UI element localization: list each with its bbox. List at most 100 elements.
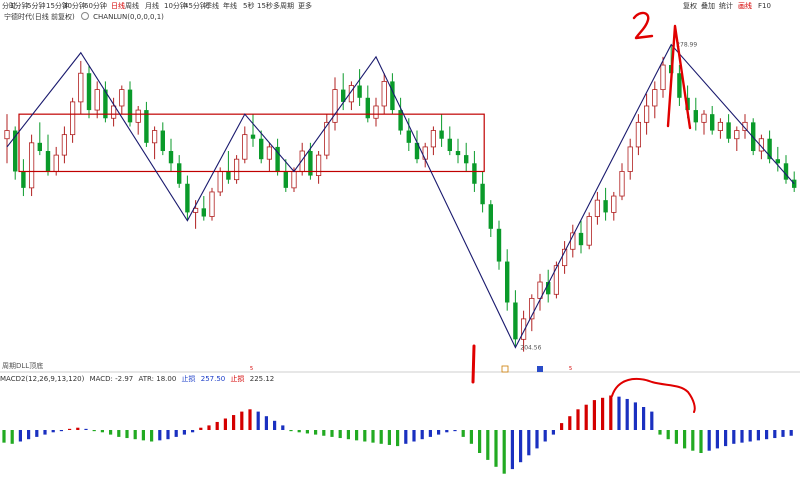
macd-bar-16 bbox=[133, 430, 137, 440]
macd-bar-56 bbox=[461, 430, 465, 437]
stop2-value: 225.12 bbox=[249, 375, 275, 383]
candle-body bbox=[217, 171, 223, 193]
macd-bar-69 bbox=[568, 416, 572, 430]
candle-body bbox=[332, 89, 338, 123]
candle-body bbox=[406, 130, 411, 143]
candle-body bbox=[94, 89, 100, 111]
period-tab-3[interactable]: 15分钟 bbox=[46, 2, 69, 10]
candle-body bbox=[135, 109, 141, 123]
candle-body bbox=[291, 171, 297, 189]
macd-bar-82 bbox=[674, 430, 678, 444]
macd-bar-7 bbox=[59, 430, 63, 432]
candle-body bbox=[365, 97, 370, 119]
period-tab-11[interactable]: 季线 bbox=[205, 2, 219, 10]
period-tab-0[interactable]: 分时 bbox=[2, 2, 16, 10]
candle-body bbox=[373, 105, 379, 119]
period-tab-2[interactable]: 5分钟 bbox=[27, 2, 46, 10]
period-tab-5[interactable]: 60分钟 bbox=[84, 2, 107, 10]
candle-93 bbox=[767, 130, 772, 164]
candle-body bbox=[266, 146, 273, 160]
period-tab-13[interactable]: 5秒 bbox=[243, 2, 255, 10]
indicator-toggle-icon[interactable] bbox=[80, 12, 89, 20]
macd-bar-58 bbox=[478, 430, 482, 453]
period-tab-16[interactable]: 更多 bbox=[298, 2, 312, 10]
period-tab-1[interactable]: 1分钟 bbox=[10, 2, 29, 10]
candle-body bbox=[439, 130, 444, 139]
period-tab-6[interactable]: 日线 bbox=[111, 2, 125, 10]
period-tab-9[interactable]: 10分钟 bbox=[164, 2, 187, 10]
toolbar-button-4[interactable]: F10 bbox=[758, 2, 771, 10]
macd-bar-32 bbox=[264, 416, 268, 430]
macd-bar-62 bbox=[510, 430, 514, 470]
candle-10 bbox=[86, 65, 92, 119]
macd-bar-41 bbox=[338, 430, 342, 439]
candle-body bbox=[259, 138, 264, 160]
toolbar-button-1[interactable]: 叠加 bbox=[701, 2, 715, 10]
stock-label: 宁德时代(日线 前复权) bbox=[4, 13, 75, 21]
candle-body bbox=[61, 134, 68, 156]
candle-body bbox=[4, 130, 10, 140]
stroke-line bbox=[6, 43, 795, 349]
candle-body bbox=[537, 281, 543, 299]
candle-body bbox=[111, 105, 117, 119]
candle-4 bbox=[37, 122, 42, 156]
macd-bar-17 bbox=[141, 430, 145, 441]
candle-24 bbox=[201, 196, 206, 221]
candle-62 bbox=[513, 290, 518, 348]
period-tab-12[interactable]: 年线 bbox=[223, 2, 237, 10]
candle-body bbox=[611, 195, 617, 213]
macd-bar-67 bbox=[551, 430, 555, 435]
toolbar-button-0[interactable]: 复权 bbox=[683, 2, 697, 10]
candle-71 bbox=[586, 212, 592, 250]
macd-bar-15 bbox=[125, 430, 129, 439]
period-tab-8[interactable]: 月线 bbox=[145, 2, 159, 10]
candle-25 bbox=[209, 187, 215, 221]
candle-56 bbox=[464, 142, 469, 172]
candle-body bbox=[28, 142, 35, 189]
candle-89 bbox=[734, 126, 740, 152]
period-tab-7[interactable]: 周线 bbox=[125, 2, 139, 10]
candle-body bbox=[209, 191, 215, 217]
macd-bar-40 bbox=[330, 430, 334, 437]
day-marker-0: 5 bbox=[250, 366, 253, 372]
candle-body bbox=[734, 130, 740, 140]
candle-body bbox=[21, 171, 26, 188]
macd-name: MACD2(12,26,9,13,120) bbox=[0, 375, 85, 383]
candle-body bbox=[455, 151, 461, 156]
macd-bar-81 bbox=[666, 430, 670, 440]
macd-bar-28 bbox=[232, 415, 236, 430]
macd-bar-92 bbox=[756, 430, 760, 441]
candle-15 bbox=[127, 81, 133, 127]
candle-12 bbox=[103, 81, 108, 123]
candle-73 bbox=[603, 187, 608, 221]
candle-body bbox=[447, 138, 452, 152]
high-price-label: 278.99 bbox=[676, 42, 697, 49]
toolbar-button-3[interactable]: 画线 bbox=[738, 2, 752, 10]
period-tab-15[interactable]: 多周期 bbox=[273, 2, 294, 10]
annotation-1-mark bbox=[471, 344, 476, 384]
toolbar-button-2[interactable]: 统计 bbox=[719, 2, 733, 10]
candle-body bbox=[635, 121, 642, 148]
candle-body bbox=[390, 81, 395, 111]
macd-bar-73 bbox=[601, 397, 605, 430]
candle-7 bbox=[61, 126, 68, 164]
candle-50 bbox=[414, 130, 420, 164]
stop2-label: 止损 bbox=[230, 375, 245, 383]
period-tab-4[interactable]: 30分钟 bbox=[63, 2, 86, 10]
candles bbox=[4, 44, 797, 352]
chart-subtitle: 宁德时代(日线 前复权) CHANLUN(0,0,0,0,1) bbox=[4, 12, 164, 22]
candle-64 bbox=[529, 294, 535, 332]
macd-bar-61 bbox=[502, 430, 506, 474]
candle-body bbox=[603, 200, 608, 213]
period-tab-14[interactable]: 15秒 bbox=[257, 2, 273, 10]
candle-body bbox=[185, 183, 190, 213]
main-bottom-label: 周期DLL顶底 bbox=[2, 362, 44, 370]
period-tab-10[interactable]: 45分钟 bbox=[184, 2, 207, 10]
candle-body bbox=[226, 171, 231, 180]
candle-55 bbox=[455, 138, 461, 164]
candle-body bbox=[201, 208, 206, 217]
macd-bar-42 bbox=[346, 430, 350, 440]
macd-bar-85 bbox=[699, 430, 703, 453]
annotation-2-mark bbox=[632, 11, 692, 130]
candle-body bbox=[308, 151, 313, 176]
